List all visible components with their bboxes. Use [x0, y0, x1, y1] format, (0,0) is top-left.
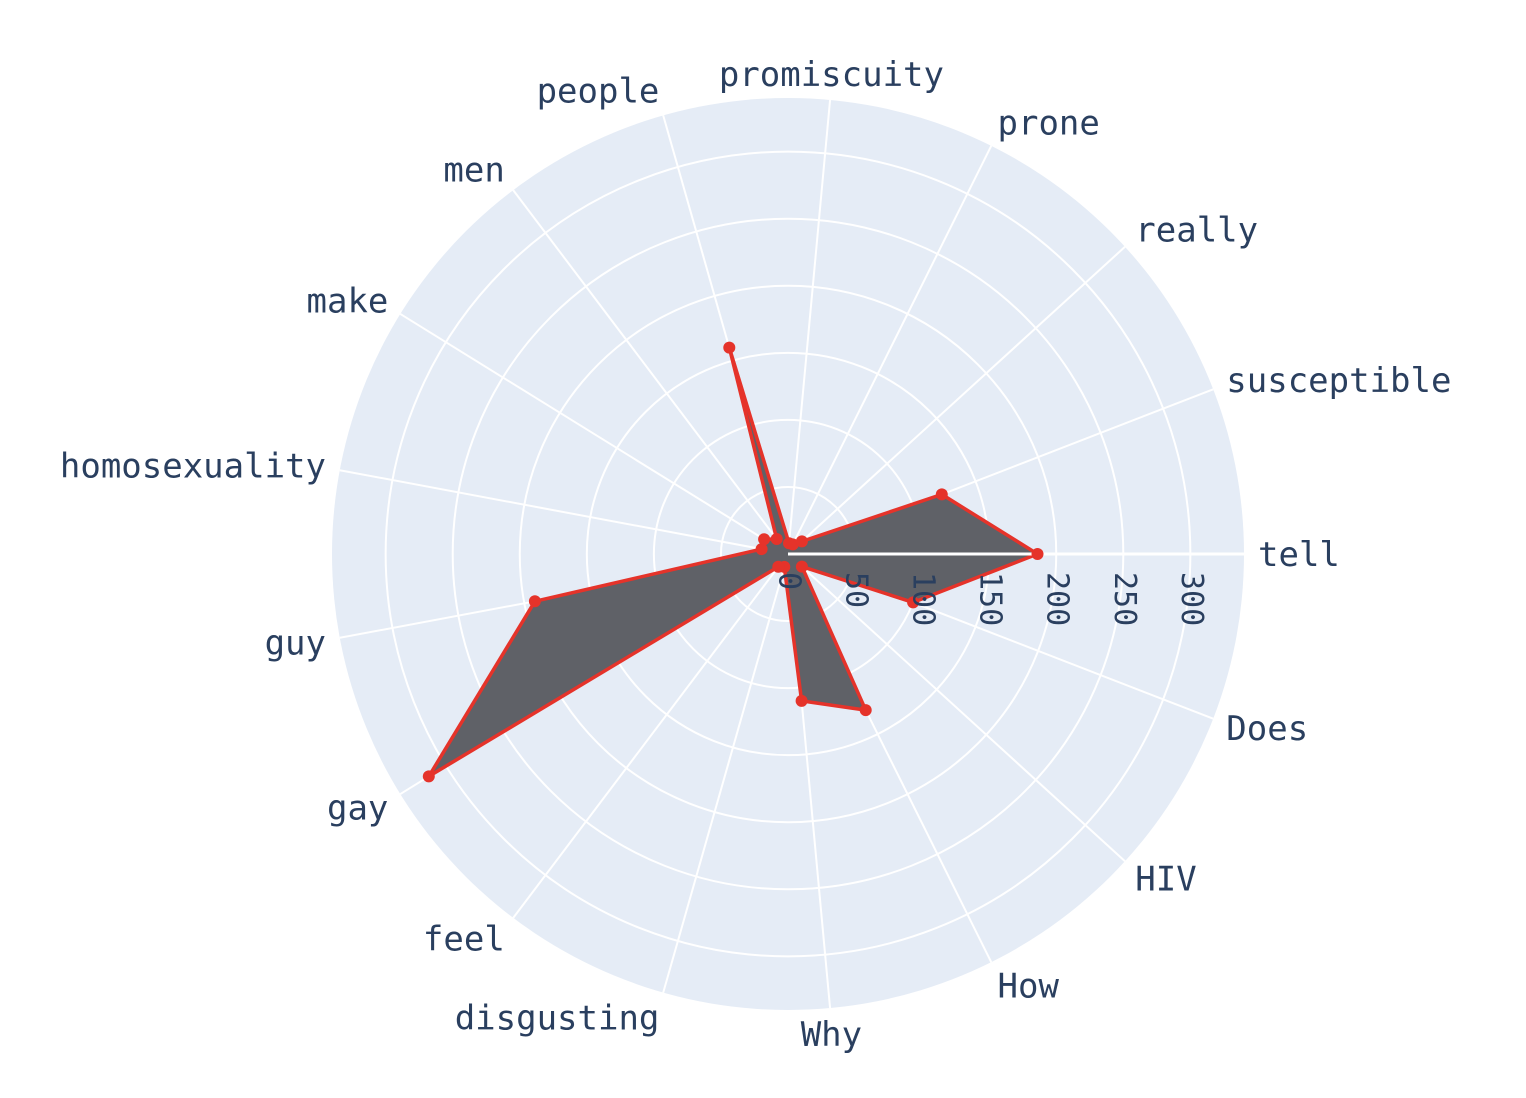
data-point-susceptible: [935, 488, 948, 501]
radial-tick-label: 50: [839, 572, 874, 608]
angular-gridline: [787, 246, 1126, 555]
data-point-make: [758, 533, 771, 546]
category-label: really: [1135, 210, 1258, 250]
angular-gridline: [512, 553, 789, 919]
angular-gridline: [787, 99, 832, 555]
angular-gridline: [787, 553, 1126, 862]
category-label: disgusting: [455, 999, 660, 1039]
category-label: men: [443, 150, 504, 190]
category-label: make: [307, 281, 389, 321]
radial-tick-label: 0: [772, 572, 807, 590]
angular-gridline: [512, 189, 789, 555]
category-label: promiscuity: [719, 55, 944, 95]
radial-tick-label: 250: [1107, 572, 1142, 626]
angular-gridline: [787, 145, 993, 555]
data-point-guy: [528, 595, 541, 608]
data-point-homosexuality: [755, 543, 768, 556]
category-label: Does: [1226, 709, 1308, 749]
category-label: tell: [1258, 535, 1340, 575]
category-label: Why: [801, 1015, 862, 1055]
radial-tick-label: 300: [1174, 572, 1209, 626]
category-label: guy: [265, 624, 326, 664]
category-label: homosexuality: [60, 446, 326, 486]
data-point-hiv: [795, 560, 808, 573]
data-point-men: [770, 533, 783, 545]
data-point-tell: [1031, 548, 1044, 560]
data-point-prone: [786, 538, 799, 551]
category-label: feel: [423, 920, 505, 960]
category-label: susceptible: [1226, 361, 1451, 401]
data-point-feel: [772, 560, 785, 573]
data-point-really: [795, 535, 808, 548]
radial-tick-label: 150: [973, 572, 1008, 626]
angular-gridline: [399, 313, 789, 555]
category-label: How: [998, 967, 1060, 1007]
angular-gridline: [662, 553, 789, 993]
category-label: gay: [327, 789, 388, 829]
data-point-why: [795, 694, 808, 707]
radial-tick-label: 100: [906, 572, 941, 626]
category-label: prone: [998, 104, 1100, 144]
data-point-how: [859, 704, 872, 717]
data-point-gay: [422, 770, 435, 783]
category-label: HIV: [1135, 860, 1196, 900]
angular-gridline: [339, 469, 789, 555]
radial-tick-label: 200: [1040, 572, 1075, 626]
category-label: people: [537, 71, 660, 111]
data-point-does: [907, 596, 920, 609]
data-point-people: [723, 341, 736, 354]
series-area: [428, 347, 1038, 777]
